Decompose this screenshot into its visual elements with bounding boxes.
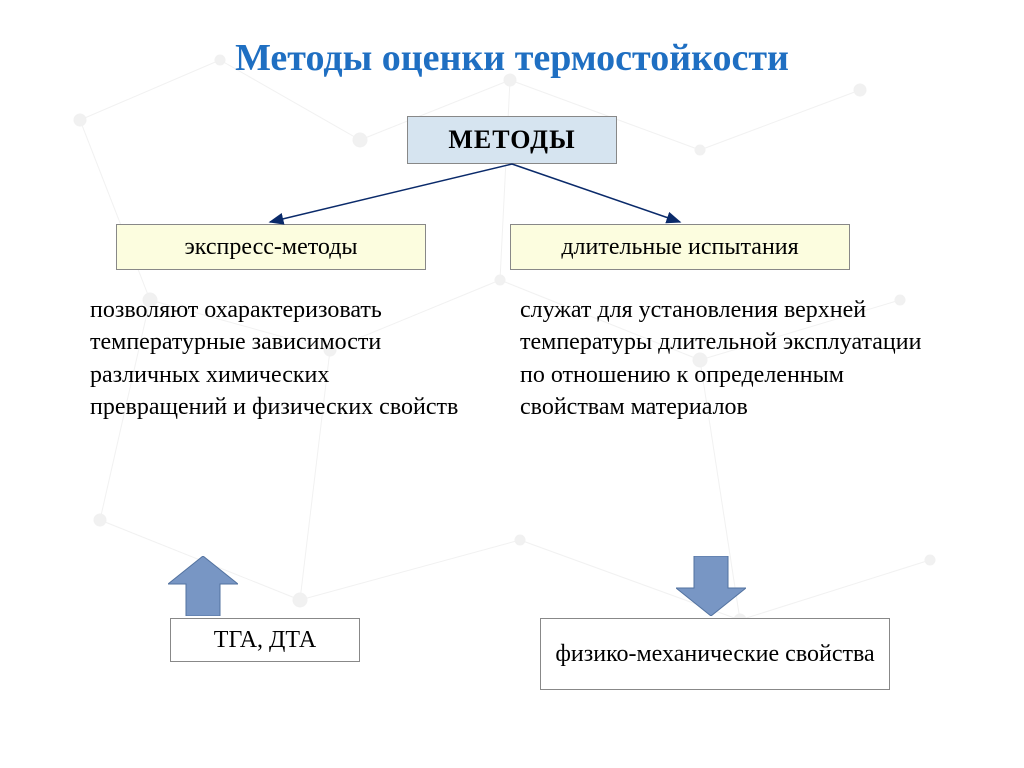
page-title: Методы оценки термостойкости bbox=[0, 0, 1024, 98]
block-arrow-up-icon bbox=[168, 556, 238, 616]
branch-node-left: экспресс-методы bbox=[116, 224, 426, 270]
connector-right bbox=[512, 164, 680, 222]
block-arrow-down-icon bbox=[676, 556, 746, 616]
branch-node-right-label: длительные испытания bbox=[561, 234, 798, 261]
branch-node-left-label: экспресс-методы bbox=[184, 234, 357, 261]
description-right: служат для установления верхней температ… bbox=[520, 294, 940, 424]
bottom-node-left: ТГА, ДТА bbox=[170, 618, 360, 662]
branch-node-right: длительные испытания bbox=[510, 224, 850, 270]
connector-left bbox=[270, 164, 512, 222]
root-node: МЕТОДЫ bbox=[407, 116, 617, 164]
root-node-label: МЕТОДЫ bbox=[448, 125, 575, 155]
description-left: позволяют охарактеризовать температурные… bbox=[90, 294, 470, 424]
bottom-node-right: физико-механические свойства bbox=[540, 618, 890, 690]
bottom-node-right-label: физико-механические свойства bbox=[555, 640, 874, 669]
bottom-node-left-label: ТГА, ДТА bbox=[214, 627, 316, 654]
